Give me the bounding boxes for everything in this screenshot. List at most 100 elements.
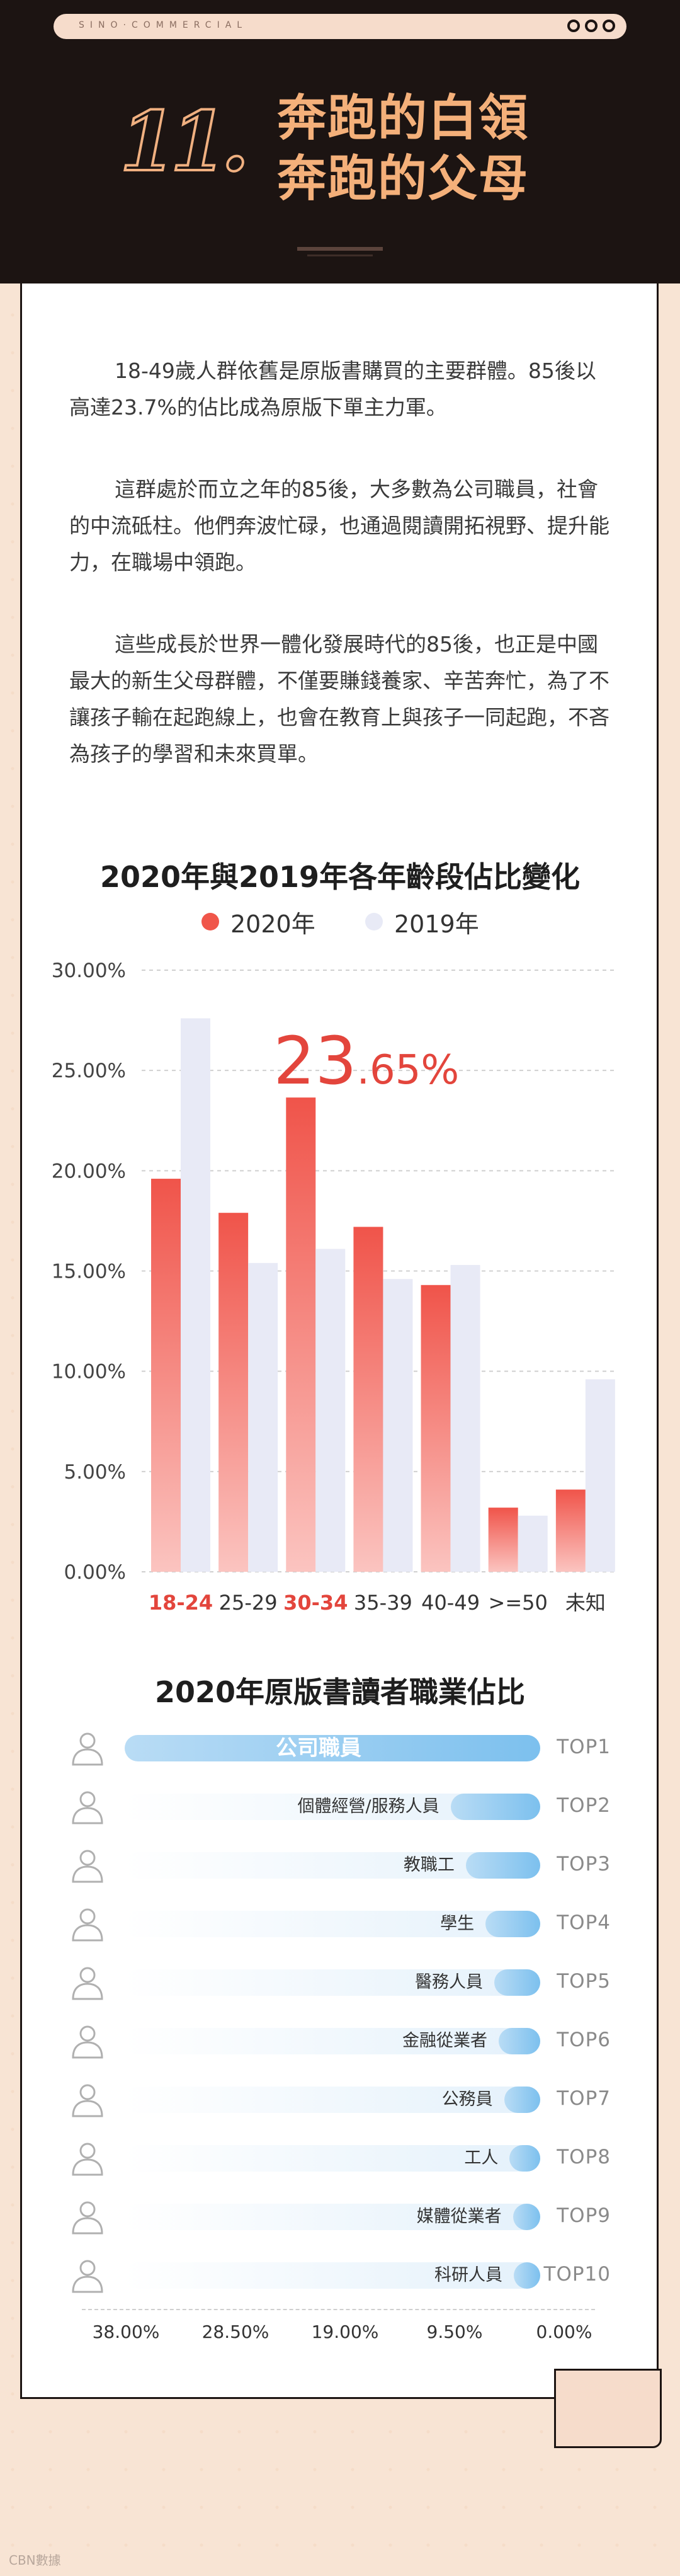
occupation-title: 2020年原版書讀者職業佔比 (154, 1675, 526, 1709)
occupation-track: 公務員 (125, 2087, 540, 2113)
occupation-axis-tick: 28.50% (201, 2321, 269, 2342)
chapter-title: 奔跑的白領 奔跑的父母 (277, 88, 529, 209)
occupation-bar (125, 1735, 540, 1761)
occupation-track: 媒體從業者 (125, 2204, 540, 2230)
occupation-label: 科研人員 (434, 2265, 502, 2285)
x-tick-label: >=50 (489, 1591, 548, 1615)
brand-text: SINO·COMMERCIAL (79, 20, 248, 30)
teacher-icon (69, 1848, 106, 1883)
occupation-bar (509, 2145, 540, 2172)
y-tick-label: 25.00% (52, 1060, 126, 1082)
bar-2019 (248, 1262, 278, 1572)
legend-item-2020: 2020年 (201, 906, 315, 938)
occupation-label: 公司職員 (276, 1736, 361, 1761)
chapter-number: 11. (118, 93, 251, 190)
paragraph-2: 這群處於而立之年的85後，大多數為公司職員，社會的中流砥柱。他們奔波忙碌，也通過… (69, 477, 609, 575)
occupation-bar (513, 2204, 540, 2230)
peak-annotation-small: .65% (357, 1047, 460, 1094)
occupation-label: 媒體從業者 (416, 2207, 502, 2226)
occupation-rank: TOP10 (543, 2263, 611, 2286)
peak-annotation: 23.65% (273, 1022, 459, 1099)
service-staff-icon (69, 1789, 106, 1824)
occupation-track: 公司職員 (125, 1735, 540, 1761)
legend-label-2019: 2019年 (394, 910, 479, 938)
occupation-row: 工人 TOP8 (69, 2139, 611, 2177)
occupation-rank: TOP5 (557, 1970, 611, 1993)
occupation-bar (450, 1794, 540, 1820)
x-tick-label: 35-39 (354, 1591, 412, 1615)
occupation-rank: TOP6 (557, 2029, 611, 2051)
bar-2020 (555, 1489, 586, 1572)
occupation-rank: TOP2 (557, 1794, 611, 1817)
paragraph-1: 18-49歲人群依舊是原版書購買的主要群體。85後以高達23.7%的佔比成為原版… (69, 358, 596, 420)
y-tick-label: 20.00% (52, 1160, 126, 1182)
medical-staff-icon (69, 1965, 106, 2000)
occupation-label: 個體經營/服務人員 (297, 1797, 439, 1816)
occupation-label: 金融從業者 (402, 2031, 487, 2051)
occupation-label: 學生 (440, 1914, 475, 1933)
watermark: CBN數據 (9, 2553, 61, 2568)
bar-2020 (151, 1179, 181, 1572)
media-worker-icon (69, 2199, 106, 2235)
occupation-row: 教職工 TOP3 (69, 1846, 611, 1884)
legend-swatch-2020 (201, 913, 219, 930)
occupation-label: 醫務人員 (415, 1972, 484, 1992)
occupation-rank: TOP8 (557, 2146, 611, 2168)
occupation-label: 公務員 (441, 2090, 493, 2109)
x-tick-label: 未知 (565, 1591, 606, 1615)
legend-swatch-2019 (365, 913, 383, 930)
occupation-bar (514, 2262, 540, 2289)
header: SINO·COMMERCIAL 11. 奔跑的白領 奔跑的父母 (0, 0, 680, 283)
legend-item-2019: 2019年 (365, 906, 479, 938)
occupation-track: 科研人員 (125, 2262, 540, 2289)
occupation-track: 學生 (125, 1911, 540, 1937)
window-dot-icon (585, 20, 598, 32)
bar-2019 (585, 1379, 615, 1572)
peak-annotation-big: 23 (273, 1022, 356, 1099)
x-tick-label: 30-34 (283, 1591, 348, 1615)
finance-worker-icon (69, 2024, 106, 2059)
bar-2019 (518, 1515, 548, 1572)
occupation-bar (504, 2087, 540, 2113)
student-icon (69, 1906, 106, 1942)
occupation-track: 醫務人員 (125, 1969, 540, 1996)
bar-2020 (218, 1213, 249, 1572)
bar-2020 (421, 1285, 451, 1572)
window-dot-icon (603, 20, 615, 32)
occupation-bar (485, 1911, 540, 1937)
chapter-title-line2: 奔跑的父母 (277, 151, 530, 207)
occupation-row: 公務員 TOP7 (69, 2081, 611, 2119)
occupation-rank: TOP4 (557, 1911, 611, 1934)
legend-label-2020: 2020年 (230, 910, 315, 938)
occupation-label: 工人 (464, 2148, 499, 2168)
occupation-track: 個體經營/服務人員 (125, 1794, 540, 1820)
occupation-row: 媒體從業者 TOP9 (69, 2198, 611, 2236)
occupation-axis-tick: 19.00% (311, 2321, 379, 2342)
occupation-axis-line (82, 2309, 595, 2310)
occupation-row: 學生 TOP4 (69, 1905, 611, 1943)
office-worker-icon (69, 1731, 106, 1766)
occupation-axis-tick: 9.50% (426, 2321, 483, 2342)
y-tick-label: 10.00% (52, 1361, 126, 1383)
bar-2020 (286, 1097, 316, 1572)
bar-2019 (181, 1018, 210, 1572)
chart-legend: 2020年 2019年 (201, 906, 516, 938)
occupation-bar (465, 1852, 540, 1879)
occupation-row: 科研人員 TOP10 (69, 2257, 611, 2294)
occupation-row: 公司職員 TOP1 (69, 1729, 611, 1767)
window-dot-icon (567, 20, 580, 32)
occupation-bar (494, 1969, 540, 1996)
y-tick-label: 15.00% (52, 1261, 126, 1283)
bar-2020 (353, 1227, 383, 1572)
chart-title: 2020年與2019年各年齡段佔比變化 (99, 860, 581, 894)
occupation-row: 金融從業者 TOP6 (69, 2022, 611, 2060)
bar-2019 (383, 1279, 413, 1572)
occupation-bar (499, 2028, 540, 2054)
header-top-bar: SINO·COMMERCIAL (54, 14, 626, 39)
header-divider (297, 247, 383, 251)
y-tick-label: 0.00% (64, 1561, 126, 1584)
worker-icon (69, 2141, 106, 2176)
x-tick-label: 25-29 (219, 1591, 278, 1615)
bar-2019 (450, 1264, 480, 1572)
occupation-rank: TOP1 (557, 1736, 611, 1758)
